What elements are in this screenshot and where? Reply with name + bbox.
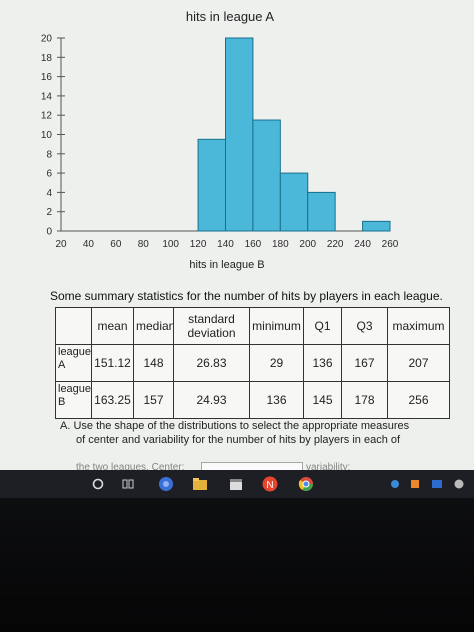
table-header: Q1 <box>303 307 342 345</box>
x-axis-label: hits in league B <box>189 259 264 271</box>
center-label: the two leagues. Center: <box>76 462 185 473</box>
table-row: league A 151.12 148 26.83 29 136 167 207 <box>55 344 450 382</box>
histogram-bar <box>279 172 309 232</box>
x-tick-label: 120 <box>190 239 207 250</box>
x-axis-ticks: 20 40 60 80 100 120 140 160 180 200 220 240 260 <box>55 239 398 250</box>
table-cell: 136 <box>249 381 304 419</box>
table-cell: 145 <box>303 381 342 419</box>
question-prompt: A. Use the shape of the distributions to… <box>60 419 470 447</box>
y-tick-label: 2 <box>46 207 52 218</box>
y-tick-label: 10 <box>41 130 53 141</box>
table-cell: 178 <box>341 381 388 419</box>
chrome-icon[interactable] <box>296 475 316 493</box>
file-explorer-icon[interactable] <box>190 475 210 493</box>
calendar-icon[interactable] <box>226 475 246 493</box>
table-header: minimum <box>249 307 304 345</box>
y-tick-label: 12 <box>41 111 53 122</box>
x-tick-label: 160 <box>245 239 262 250</box>
user-avatar-icon[interactable] <box>452 475 466 493</box>
table-cell: 24.93 <box>173 381 250 419</box>
circle-icon[interactable] <box>90 475 106 493</box>
task-view-icon[interactable] <box>120 475 136 493</box>
table-cell: 148 <box>133 344 174 382</box>
y-tick-label: 18 <box>41 53 53 64</box>
table-header: mean <box>91 307 134 345</box>
summary-stats-table: mean median standard deviation minimum Q… <box>55 307 450 419</box>
question-line: of center and variability for the number… <box>76 434 401 446</box>
summary-description: Some summary statistics for the number o… <box>50 289 443 303</box>
y-tick-label: 20 <box>41 34 53 45</box>
table-header: maximum <box>387 307 450 345</box>
question-line: A. Use the shape of the distributions to… <box>60 420 410 432</box>
table-cell: 157 <box>133 381 174 419</box>
table-cell: 256 <box>387 381 450 419</box>
histogram-bar <box>225 37 254 232</box>
chrome-icon[interactable] <box>156 475 176 493</box>
variability-label: variability: <box>306 462 351 473</box>
browser-content: hits in league A 20 40 60 80 100 120 140 160 180… <box>0 0 474 478</box>
row-label: league A <box>55 344 92 382</box>
svg-text:N: N <box>266 480 273 491</box>
x-tick-label: 140 <box>217 239 234 250</box>
histogram-bar <box>362 220 391 232</box>
y-tick-label: 6 <box>46 169 52 180</box>
table-cell: 151.12 <box>91 344 134 382</box>
monitor-bezel <box>0 498 474 632</box>
table-cell: 29 <box>249 344 304 382</box>
histogram-bar <box>252 119 281 232</box>
x-tick-label: 200 <box>299 239 316 250</box>
x-tick-label: 20 <box>55 239 67 250</box>
x-tick-label: 40 <box>83 239 95 250</box>
chart-title: hits in league A <box>186 9 275 24</box>
table-header: Q3 <box>341 307 388 345</box>
chrome-icon[interactable] <box>388 475 402 493</box>
table-cell: 207 <box>387 344 450 382</box>
x-tick-label: 180 <box>272 239 289 250</box>
x-tick-label: 100 <box>162 239 179 250</box>
row-label: league B <box>55 381 92 419</box>
table-cell: 26.83 <box>173 344 250 382</box>
histogram-chart: hits in league A 20 40 60 80 100 120 140 160 180… <box>41 9 399 271</box>
y-tick-label: 14 <box>41 91 53 102</box>
app-n-icon[interactable]: N <box>260 475 280 493</box>
histogram-bar <box>307 191 336 232</box>
table-cell: 136 <box>303 344 342 382</box>
table-header: standard deviation <box>173 307 250 345</box>
x-tick-label: 260 <box>382 239 399 250</box>
y-tick-label: 4 <box>46 188 52 199</box>
histogram-bar <box>197 138 226 232</box>
table-cell: 163.25 <box>91 381 134 419</box>
x-tick-label: 60 <box>110 239 122 250</box>
os-taskbar: N <box>0 470 474 498</box>
y-tick-label: 8 <box>46 149 52 160</box>
table-header: median <box>133 307 174 345</box>
table-row: league B 163.25 157 24.93 136 145 178 25… <box>55 381 450 419</box>
x-tick-label: 80 <box>138 239 150 250</box>
orange-app-icon[interactable] <box>408 475 422 493</box>
table-cell: 167 <box>341 344 388 382</box>
y-tick-label: 0 <box>46 227 52 238</box>
y-tick-label: 16 <box>41 72 53 83</box>
table-header <box>55 307 92 345</box>
histogram-bars <box>197 37 391 232</box>
y-axis-ticks: 0 2 4 6 8 10 12 14 16 18 20 <box>41 34 65 238</box>
table-header-row: mean median standard deviation minimum Q… <box>55 307 450 345</box>
x-tick-label: 240 <box>354 239 371 250</box>
x-tick-label: 220 <box>327 239 344 250</box>
mail-icon[interactable] <box>430 475 444 493</box>
